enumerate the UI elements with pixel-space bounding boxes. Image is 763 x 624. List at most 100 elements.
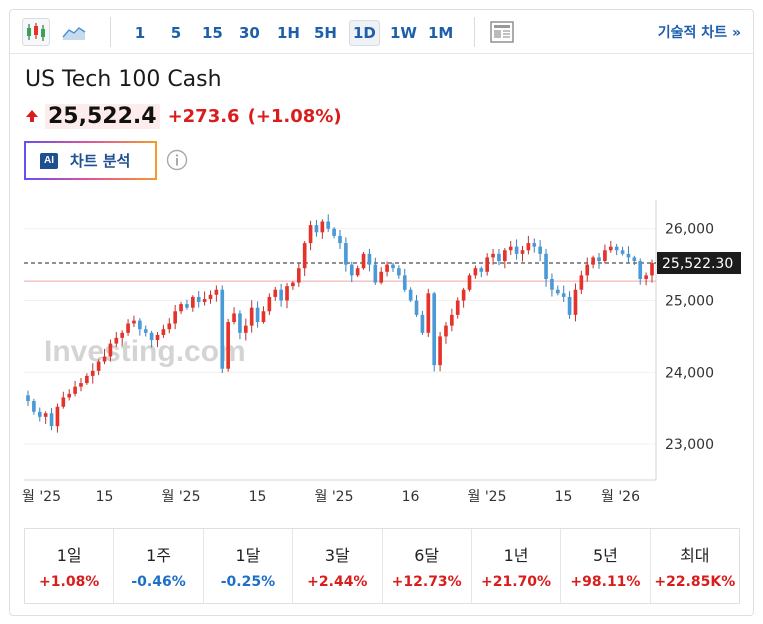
candle-body — [414, 300, 419, 315]
candle-body — [644, 275, 648, 279]
y-tick-label: 23,000 — [665, 437, 714, 453]
candle-body — [255, 307, 260, 323]
period-cell[interactable]: 1주 -0.46% — [114, 529, 204, 603]
candle-body — [102, 356, 107, 362]
candle-body — [438, 336, 442, 366]
period-cell[interactable]: 1년 +21.70% — [472, 529, 562, 603]
candle-body — [450, 314, 454, 326]
candle-body — [555, 289, 560, 294]
period-label: 5년 — [592, 546, 618, 565]
period-label: 1주 — [146, 546, 172, 565]
candle-body — [485, 257, 489, 272]
candle-body — [108, 343, 113, 357]
info-icon[interactable] — [166, 149, 188, 171]
interval-1w[interactable]: 1W — [390, 24, 417, 42]
candle-body — [508, 246, 513, 251]
ai-chart-analysis-button[interactable]: AI 차트 분석 — [24, 141, 157, 180]
area-chart-icon[interactable] — [60, 18, 88, 46]
chart-toolbar: 1 5 15 30 1H 5H 1D 1W 1M 기술적 차트 » — [10, 10, 753, 54]
candle-body — [349, 264, 354, 276]
period-change: +21.70% — [481, 574, 552, 590]
candle-body — [467, 275, 472, 290]
toolbar-divider — [110, 17, 111, 47]
interval-1d[interactable]: 1D — [349, 20, 380, 46]
candle-body — [638, 261, 643, 279]
period-cell[interactable]: 6달 +12.73% — [383, 529, 472, 603]
period-change: +12.73% — [391, 574, 462, 590]
candle-body — [614, 246, 619, 251]
period-cell[interactable]: 3달 +2.44% — [293, 529, 383, 603]
candle-body — [561, 293, 566, 297]
candle-body — [261, 311, 266, 323]
candle-body — [455, 300, 460, 315]
candle-body — [603, 250, 607, 262]
last-price: 25,522.4 — [45, 103, 160, 129]
candle-body — [314, 225, 319, 233]
period-change: +1.08% — [39, 574, 100, 590]
candle-body — [26, 395, 30, 402]
candle-body — [273, 289, 278, 297]
x-tick-label: 월 '25 — [162, 489, 201, 505]
interval-5[interactable]: 5 — [170, 24, 182, 42]
candle-body — [632, 257, 637, 262]
candle-body — [214, 289, 219, 295]
ai-badge-icon: AI — [40, 152, 58, 169]
interval-30[interactable]: 30 — [239, 24, 260, 42]
interval-1m[interactable]: 1M — [428, 24, 454, 42]
technical-chart-link[interactable]: 기술적 차트 » — [657, 25, 741, 41]
candle-body — [161, 329, 166, 335]
period-cell[interactable]: 1일 +1.08% — [25, 529, 115, 603]
candle-body — [461, 289, 466, 301]
interval-1[interactable]: 1 — [134, 24, 146, 42]
instrument-card: 1 5 15 30 1H 5H 1D 1W 1M 기술적 차트 » US Tec… — [9, 9, 754, 616]
candle-body — [96, 361, 101, 371]
candle-body — [67, 393, 72, 398]
candle-body — [402, 275, 407, 290]
interval-5h[interactable]: 5H — [314, 24, 337, 42]
candle-body — [49, 413, 54, 427]
candle-body — [597, 257, 601, 262]
candle-body — [538, 246, 542, 254]
candle-body — [620, 250, 625, 254]
candle-body — [626, 253, 631, 258]
candle-body — [444, 325, 448, 337]
period-label: 1일 — [56, 546, 82, 565]
period-cell[interactable]: 최대 +22.85K% — [651, 529, 739, 603]
candlestick-icon[interactable] — [22, 18, 50, 46]
period-performance-table: 1일 +1.08% 1주 -0.46% 1달 -0.25% 3달 +2.44% 6달 +12.73… — [24, 528, 740, 604]
candle-body — [420, 314, 425, 333]
period-label: 6달 — [414, 546, 440, 565]
candle-body — [355, 268, 360, 276]
interval-15[interactable]: 15 — [202, 24, 223, 42]
candle-body — [550, 278, 554, 290]
candle-body — [73, 386, 77, 394]
x-tick-label: 월 '25 — [468, 489, 507, 505]
candle-body — [320, 221, 325, 233]
candle-body — [232, 313, 236, 323]
period-change: +22.85K% — [654, 574, 736, 590]
candle-body — [302, 243, 307, 269]
price-chart[interactable]: Investing.com 26,000 25,000 24,000 23,000 월… — [10, 195, 753, 510]
candle-body — [85, 375, 89, 384]
y-tick-label: 25,000 — [665, 294, 714, 310]
candle-body — [249, 307, 254, 326]
candle-body — [202, 299, 207, 302]
candle-body — [37, 411, 42, 417]
news-layout-icon[interactable] — [488, 18, 516, 46]
price-row: 25,522.4 +273.6 (+1.08%) — [25, 101, 342, 131]
candle-body — [167, 323, 172, 330]
candle-body — [373, 264, 378, 283]
candle-body — [61, 397, 66, 407]
candle-body — [55, 406, 60, 427]
candle-body — [79, 383, 83, 387]
period-cell[interactable]: 1달 -0.25% — [204, 529, 294, 603]
candle-body — [567, 296, 572, 315]
period-label: 1년 — [503, 546, 529, 565]
period-cell[interactable]: 5년 +98.11% — [561, 529, 651, 603]
candle-body — [473, 268, 478, 276]
candle-body — [503, 250, 507, 262]
interval-1h[interactable]: 1H — [277, 24, 300, 42]
candle-body — [185, 304, 189, 308]
current-price-tag-label: 25,522.30 — [662, 256, 733, 272]
candle-body — [573, 289, 578, 315]
